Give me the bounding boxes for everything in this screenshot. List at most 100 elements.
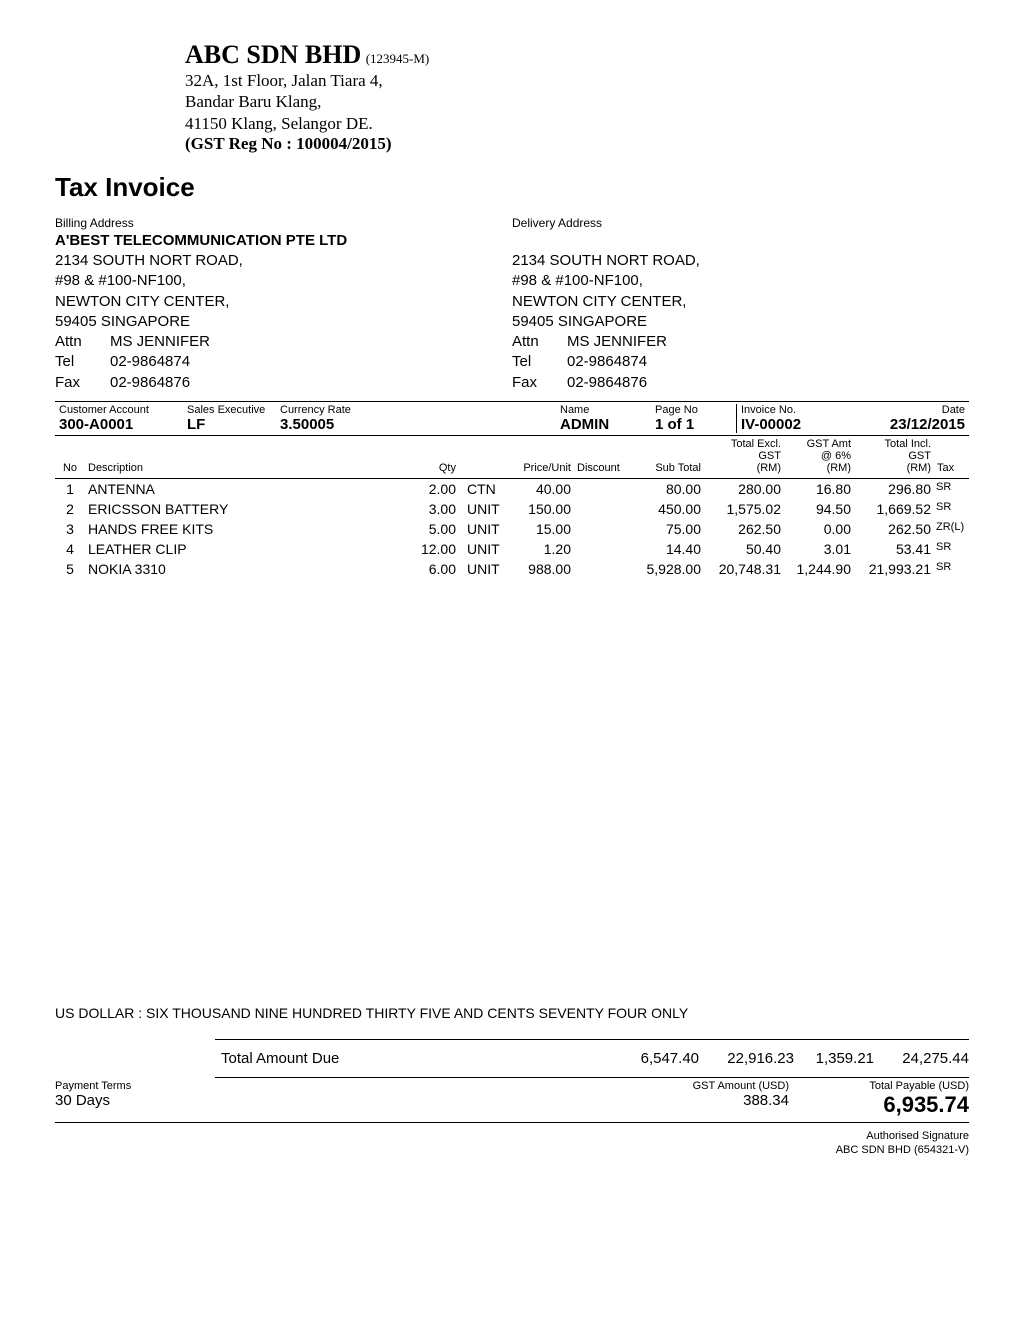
gst-amount-usd: 388.34 [609,1092,789,1109]
total-gst: 1,359.21 [794,1050,874,1067]
meta-exec-label: Sales Executive [183,404,276,416]
cell-tax: SR [934,499,969,519]
billing-tel-label: Tel [55,352,110,372]
cell-qty: 6.00 [399,559,459,579]
table-row: 1ANTENNA2.00CTN40.0080.00280.0016.80296.… [55,478,969,499]
meta-bar: Customer Account Sales Executive Currenc… [55,401,969,436]
billing-label: Billing Address [55,215,512,231]
cell-uom: UNIT [459,539,504,559]
delivery-tel: 02-9864874 [567,352,647,372]
table-row: 3HANDS FREE KITS5.00UNIT15.0075.00262.50… [55,519,969,539]
cell-tax: SR [934,559,969,579]
meta-date: 23/12/2015 [856,416,969,433]
cell-excl: 1,575.02 [704,499,784,519]
billing-line-4: 59405 SINGAPORE [55,312,512,332]
cell-no: 4 [55,539,85,559]
cell-price-unit: 150.00 [504,499,574,519]
total-payable-usd: 6,935.74 [789,1092,969,1118]
cell-desc: HANDS FREE KITS [85,519,399,539]
cell-discount [574,519,629,539]
signature-label: Authorised Signature [55,1129,969,1143]
meta-exec: LF [183,416,276,433]
amount-in-words: US DOLLAR : SIX THOUSAND NINE HUNDRED TH… [55,999,969,1039]
delivery-fax-label: Fax [512,373,567,393]
meta-inv: IV-00002 [736,416,856,433]
cell-gst: 1,244.90 [784,559,854,579]
company-address-1: 32A, 1st Floor, Jalan Tiara 4, [185,70,969,91]
meta-cust-label: Customer Account [55,404,183,416]
delivery-line-2: #98 & #100-NF100, [512,271,969,291]
cell-uom: UNIT [459,559,504,579]
meta-rate-label: Currency Rate [276,404,556,416]
company-reg: (123945-M) [366,51,430,66]
cell-incl: 1,669.52 [854,499,934,519]
meta-name: ADMIN [556,416,651,433]
totals-row: Total Amount Due 6,547.40 22,916.23 1,35… [215,1039,969,1078]
cell-gst: 3.01 [784,539,854,559]
table-row: 2ERICSSON BATTERY3.00UNIT150.00450.001,5… [55,499,969,519]
cell-gst: 16.80 [784,478,854,499]
cell-gst: 94.50 [784,499,854,519]
cell-uom: UNIT [459,499,504,519]
cell-qty: 3.00 [399,499,459,519]
company-address-3: 41150 Klang, Selangor DE. [185,113,969,134]
table-row: 5NOKIA 33106.00UNIT988.00 5,928.0020,748.… [55,559,969,579]
cell-uom: CTN [459,478,504,499]
gst-amount-usd-label: GST Amount (USD) [609,1080,789,1092]
meta-page: 1 of 1 [651,416,736,433]
meta-cust: 300-A0001 [55,416,183,433]
meta-inv-label: Invoice No. [736,404,856,416]
total-incl: 24,275.44 [874,1050,969,1067]
company-header: ABC SDN BHD (123945-M) 32A, 1st Floor, J… [185,40,969,154]
cell-qty: 12.00 [399,539,459,559]
cell-incl: 53.41 [854,539,934,559]
meta-name-label: Name [556,404,651,416]
cell-subtotal: 14.40 [629,539,704,559]
billing-fax: 02-9864876 [110,373,190,393]
cell-incl: 262.50 [854,519,934,539]
col-gst-amt: GST Amt @ 6% (RM) [784,436,854,479]
signature-company: ABC SDN BHD (654321-V) [55,1143,969,1157]
cell-price-unit: 15.00 [504,519,574,539]
billing-attn-label: Attn [55,332,110,352]
cell-discount [574,499,629,519]
cell-price-unit: 988.00 [504,559,574,579]
billing-tel: 02-9864874 [110,352,190,372]
col-qty: Qty [399,436,459,479]
delivery-line-1: 2134 SOUTH NORT ROAD, [512,251,969,271]
meta-date-label: Date [856,404,969,416]
cell-no: 2 [55,499,85,519]
total-excl: 22,916.23 [699,1050,794,1067]
signature-block: Authorised Signature ABC SDN BHD (654321… [55,1129,969,1158]
delivery-line-4: 59405 SINGAPORE [512,312,969,332]
footer-bar: Payment Terms 30 Days GST Amount (USD) 3… [55,1078,969,1123]
cell-no: 3 [55,519,85,539]
billing-address-block: Billing Address A'BEST TELECOMMUNICATION… [55,215,512,393]
company-address-2: Bandar Baru Klang, [185,91,969,112]
total-sub: 6,547.40 [604,1050,699,1067]
cell-desc: LEATHER CLIP [85,539,399,559]
total-payable-usd-label: Total Payable (USD) [789,1080,969,1092]
cell-price-unit: 40.00 [504,478,574,499]
total-amount-due-label: Total Amount Due [215,1050,604,1067]
cell-excl: 20,748.31 [704,559,784,579]
col-subtotal: Sub Total [629,436,704,479]
cell-discount [574,539,629,559]
items-table: No Description Qty Price/Unit Discount S… [55,436,969,579]
cell-tax: SR [934,478,969,499]
col-tax: Tax [934,436,969,479]
payment-terms: 30 Days [55,1092,609,1109]
cell-incl: 296.80 [854,478,934,499]
cell-desc: NOKIA 3310 [85,559,399,579]
cell-no: 1 [55,478,85,499]
billing-name: A'BEST TELECOMMUNICATION PTE LTD [55,231,512,251]
cell-subtotal: 75.00 [629,519,704,539]
cell-discount [574,559,629,579]
cell-excl: 262.50 [704,519,784,539]
meta-rate: 3.50005 [276,416,556,433]
delivery-address-block: Delivery Address 2134 SOUTH NORT ROAD, #… [512,215,969,393]
cell-no: 5 [55,559,85,579]
cell-subtotal: 5,928.00 [629,559,704,579]
billing-line-2: #98 & #100-NF100, [55,271,512,291]
cell-excl: 50.40 [704,539,784,559]
